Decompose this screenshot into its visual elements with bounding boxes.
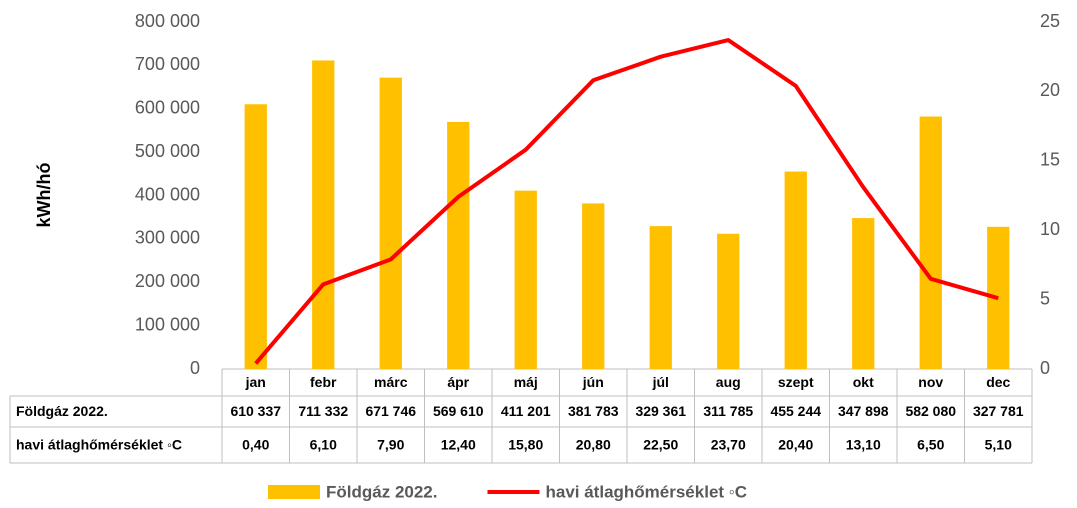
y2-tick-label: 5 [1040,288,1050,308]
legend-swatch [268,485,320,499]
data-label: 20,80 [576,437,611,453]
x-tick-label: nov [918,374,943,390]
data-label: 711 332 [298,403,348,419]
data-label: 20,40 [778,437,813,453]
y2-tick-label: 25 [1040,11,1060,31]
legend-label: havi átlaghőmérséklet ◦C [545,482,747,501]
data-label: 582 080 [905,403,956,419]
data-label: 12,40 [441,437,476,453]
data-label: 6,50 [917,437,944,453]
data-label: 22,50 [643,437,678,453]
x-tick-label: aug [716,374,741,390]
x-tick-label: márc [374,374,408,390]
data-label: 610 337 [230,403,281,419]
data-label: 327 781 [973,403,1024,419]
x-tick-label: dec [986,374,1010,390]
bar [919,116,942,369]
legend-label: Földgáz 2022. [326,482,437,501]
bar [379,77,402,369]
y-axis-label: kWh/hó [34,163,54,228]
bar [784,171,807,369]
x-tick-label: júl [652,374,669,390]
data-label: 6,10 [310,437,337,453]
data-label: 411 201 [501,403,551,419]
data-label: 347 898 [838,403,889,419]
y-tick-label: 600 000 [135,98,200,118]
x-tick-label: okt [853,374,874,390]
bar [582,203,605,369]
y-tick-label: 500 000 [135,141,200,161]
y-tick-label: 0 [190,358,200,378]
y2-tick-label: 0 [1040,358,1050,378]
y-tick-label: 200 000 [135,271,200,291]
y2-tick-label: 20 [1040,80,1060,100]
data-label: 0,40 [242,437,269,453]
y2-tick-label: 10 [1040,219,1060,239]
data-label: 15,80 [508,437,543,453]
bar [852,218,875,369]
y2-tick-label: 15 [1040,150,1060,170]
bar [312,60,335,369]
data-label: 671 746 [365,403,416,419]
x-tick-label: szept [778,374,814,390]
line [254,38,999,365]
y-tick-label: 100 000 [135,314,200,334]
data-label: 569 610 [433,403,484,419]
data-label: 13,10 [846,437,881,453]
x-tick-label: jan [245,374,266,390]
bar [514,190,537,369]
data-label: 381 783 [568,403,619,419]
table-row-label: havi átlaghőmérséklet ◦C [16,437,182,453]
y-tick-label: 800 000 [135,11,200,31]
data-label: 311 785 [703,403,753,419]
bar [244,104,267,369]
table-row-label: Földgáz 2022. [16,403,108,419]
x-tick-label: jún [582,374,604,390]
bar [447,121,470,369]
data-label: 455 244 [770,403,821,419]
x-tick-label: febr [310,374,337,390]
y-tick-label: 700 000 [135,54,200,74]
bar [649,226,672,369]
data-label: 23,70 [711,437,746,453]
x-tick-label: máj [514,374,538,390]
data-label: 7,90 [377,437,404,453]
y-tick-label: 400 000 [135,184,200,204]
data-label: 329 361 [635,403,686,419]
data-label: 5,10 [985,437,1012,453]
bar [717,233,740,369]
y-tick-label: 300 000 [135,228,200,248]
x-tick-label: ápr [447,374,469,390]
